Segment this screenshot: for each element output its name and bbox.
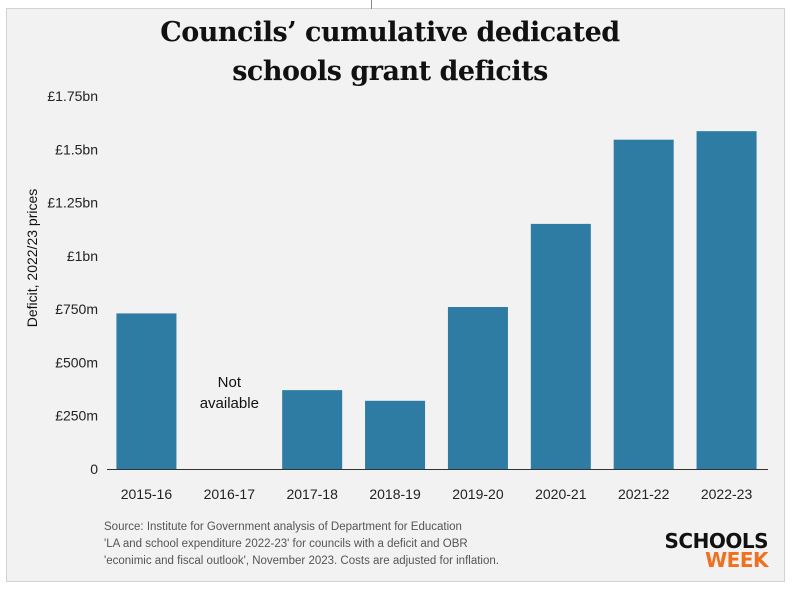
x-tick-label: 2018-19 xyxy=(369,486,421,502)
y-tick-label: £1.5bn xyxy=(55,141,98,157)
bar xyxy=(696,131,757,469)
bar xyxy=(530,223,591,469)
bars xyxy=(116,131,757,470)
logo-line1: SCHOOLS xyxy=(664,529,769,553)
top-divider-mark xyxy=(371,0,372,9)
source-note: Source: Institute for Government analysi… xyxy=(104,519,574,570)
y-tick-label: £1.75bn xyxy=(47,88,98,104)
x-tick-label: 2020-21 xyxy=(535,486,587,502)
annotation-text: Not xyxy=(218,374,242,391)
bar xyxy=(447,307,508,469)
source-line: Source: Institute for Government analysi… xyxy=(104,521,462,533)
bar xyxy=(282,390,343,469)
not-available-annotation: Not available xyxy=(200,374,259,412)
x-tick-label: 2015-16 xyxy=(121,486,173,502)
y-axis-label: Deficit, 2022/23 prices xyxy=(24,189,40,328)
bar xyxy=(116,313,177,469)
source-line: 'econimic and fiscal outlook', November … xyxy=(104,555,499,567)
bar xyxy=(613,139,674,470)
x-tick-label: 2022-23 xyxy=(701,486,753,502)
annotation-text: available xyxy=(200,395,259,412)
y-tick-label: £500m xyxy=(55,354,98,370)
x-tick-label: 2016-17 xyxy=(204,486,256,502)
x-tick-label: 2019-20 xyxy=(452,486,504,502)
x-tick-label: 2017-18 xyxy=(286,486,338,502)
y-tick-label: £750m xyxy=(55,301,98,317)
y-tick-label: £250m xyxy=(55,408,98,424)
y-tick-label: £1bn xyxy=(67,248,98,264)
bar xyxy=(365,400,426,469)
y-axis: 0 £250m £500m £750m £1bn £1.25bn £1.5bn £1.75bn xyxy=(47,88,98,477)
x-axis: 2015-16 2016-17 2017-18 2018-19 2019-20 2020-… xyxy=(107,469,768,502)
y-tick-label: £1.25bn xyxy=(47,195,98,211)
schools-week-logo: SCHOOLS WEEK xyxy=(658,529,769,572)
logo-line2: WEEK xyxy=(705,548,768,572)
x-tick-label: 2021-22 xyxy=(618,486,670,502)
y-tick-label: 0 xyxy=(90,461,98,477)
source-line: 'LA and school expenditure 2022-23' for … xyxy=(104,538,468,550)
chart-title-line1: Councils’ cumulative dedicated xyxy=(160,17,620,48)
chart-title-line2: schools grant deficits xyxy=(232,56,548,87)
